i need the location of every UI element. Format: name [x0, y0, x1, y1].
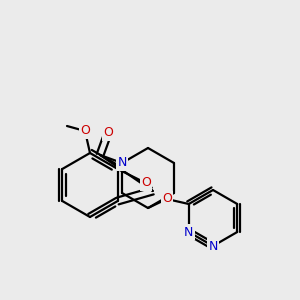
Text: N: N	[184, 226, 194, 238]
Text: O: O	[141, 176, 151, 190]
Text: O: O	[80, 124, 90, 137]
Text: O: O	[162, 193, 172, 206]
Text: O: O	[103, 127, 113, 140]
Text: N: N	[208, 239, 218, 253]
Text: N: N	[117, 157, 127, 169]
